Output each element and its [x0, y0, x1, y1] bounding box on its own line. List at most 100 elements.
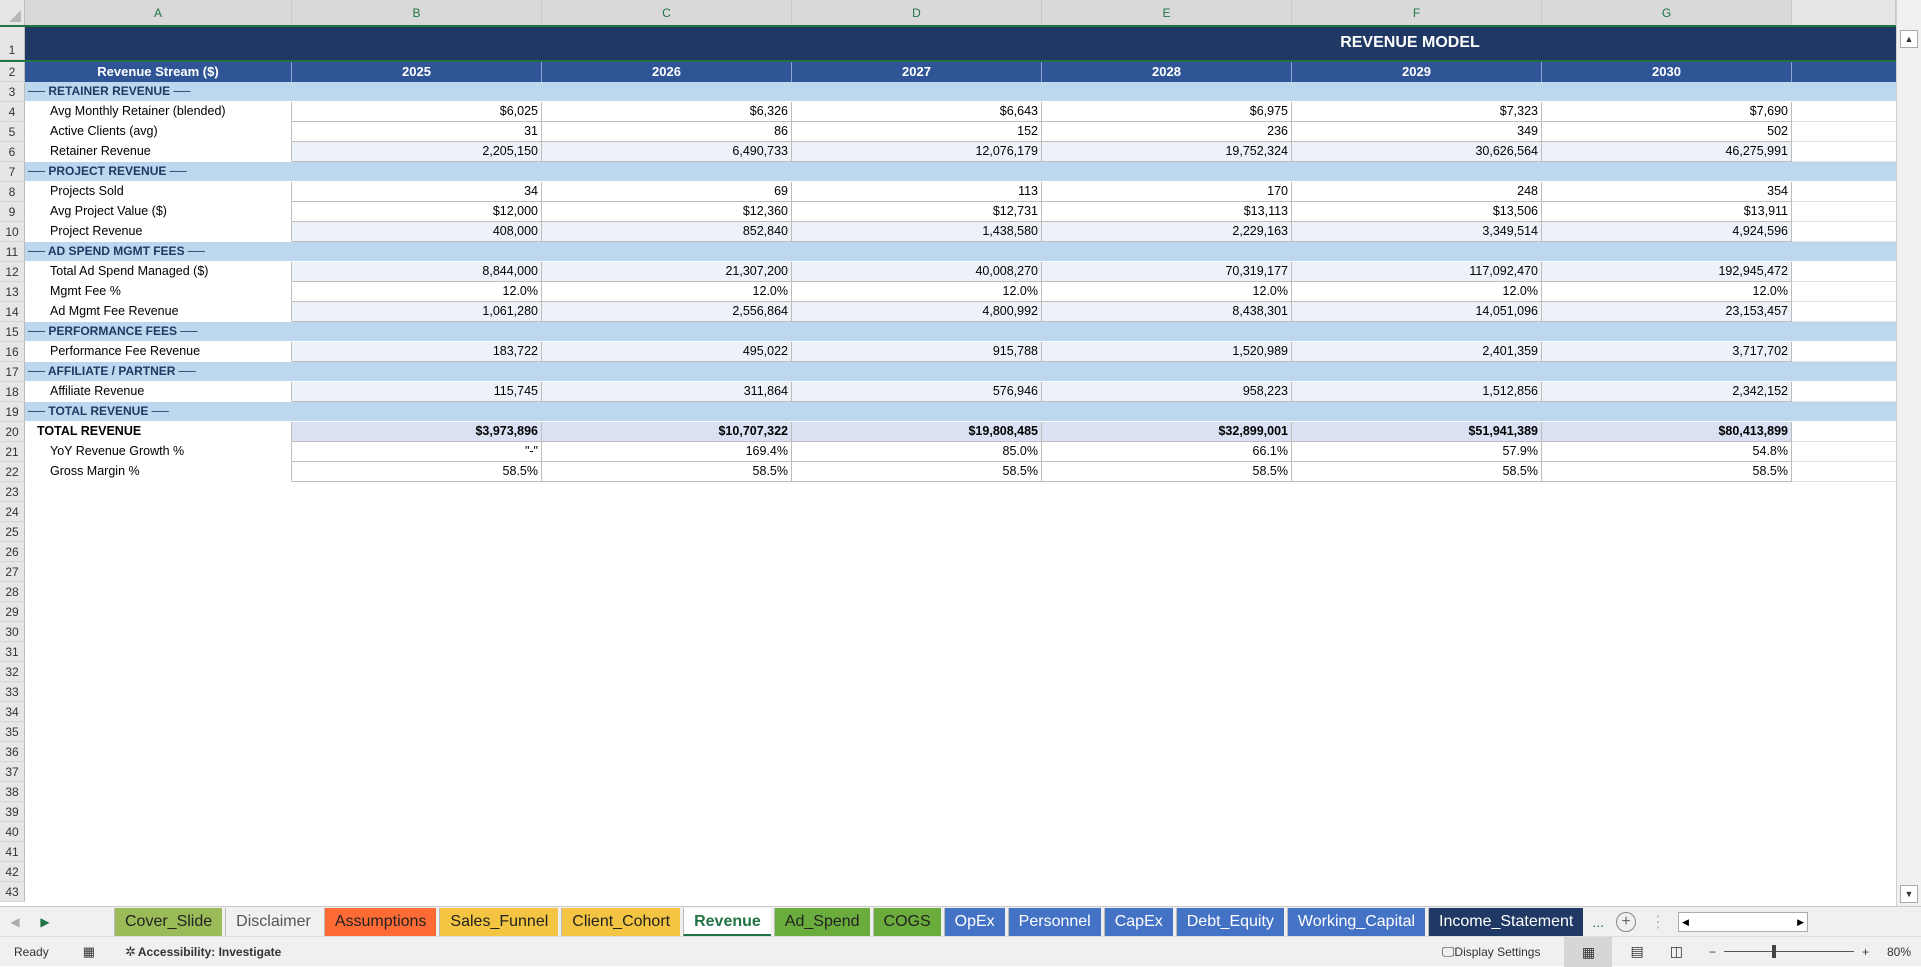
cell[interactable] [1292, 502, 1542, 522]
next-sheet-icon[interactable]: ▶ [40, 914, 50, 929]
cell[interactable] [792, 842, 1042, 862]
cell[interactable] [792, 762, 1042, 782]
cell[interactable] [1792, 542, 1896, 562]
row-header[interactable]: 18 [0, 382, 25, 402]
row-label[interactable]: Ad Mgmt Fee Revenue [25, 302, 292, 322]
column-header-d[interactable]: D [792, 0, 1042, 25]
row-header[interactable]: 2 [0, 62, 25, 82]
cell[interactable] [1792, 402, 1896, 422]
row-header[interactable]: 37 [0, 762, 25, 782]
cell[interactable] [292, 542, 542, 562]
value-cell[interactable]: 170 [1042, 182, 1292, 202]
row-header[interactable]: 25 [0, 522, 25, 542]
cell[interactable] [1042, 822, 1292, 842]
cell[interactable] [1042, 582, 1292, 602]
value-cell[interactable]: 12.0% [1542, 282, 1792, 302]
horizontal-scrollbar[interactable]: ◀ ▶ [1677, 911, 1808, 932]
cell[interactable] [792, 82, 1042, 102]
value-cell[interactable]: $6,025 [292, 102, 542, 122]
value-cell[interactable]: 4,800,992 [792, 302, 1042, 322]
value-cell[interactable]: 12.0% [792, 282, 1042, 302]
value-cell[interactable]: $3,973,896 [292, 422, 542, 442]
cell[interactable] [542, 402, 792, 422]
cell[interactable] [1292, 582, 1542, 602]
title-cell[interactable] [542, 27, 792, 60]
cell[interactable] [1792, 522, 1896, 542]
cell[interactable] [292, 242, 542, 262]
row-header[interactable]: 1 [0, 27, 25, 60]
cell[interactable] [292, 822, 542, 842]
cell[interactable] [1292, 542, 1542, 562]
cell[interactable] [792, 882, 1042, 902]
cell[interactable] [1542, 622, 1792, 642]
page-break-view-icon[interactable]: ◫ [1669, 943, 1683, 959]
title-cell[interactable] [292, 27, 542, 60]
cell[interactable] [542, 242, 792, 262]
cell[interactable] [25, 522, 292, 542]
row-header[interactable]: 28 [0, 582, 25, 602]
cell[interactable] [792, 562, 1042, 582]
row-label[interactable]: Avg Project Value ($) [25, 202, 292, 222]
cell[interactable] [1792, 782, 1896, 802]
cell[interactable] [292, 602, 542, 622]
cell[interactable] [1542, 742, 1792, 762]
value-cell[interactable]: 14,051,096 [1292, 302, 1542, 322]
value-cell[interactable]: $7,690 [1542, 102, 1792, 122]
cell[interactable] [1792, 242, 1896, 262]
cell[interactable] [292, 642, 542, 662]
column-header-a[interactable]: A [25, 0, 292, 25]
row-header[interactable]: 35 [0, 722, 25, 742]
value-cell[interactable]: $6,975 [1042, 102, 1292, 122]
cell[interactable] [1792, 882, 1896, 902]
cell[interactable] [1042, 882, 1292, 902]
sheet-tab-revenue[interactable]: Revenue [683, 907, 771, 936]
sheet-tab-debt-equity[interactable]: Debt_Equity [1175, 907, 1284, 936]
cell[interactable] [792, 622, 1042, 642]
cell[interactable] [542, 502, 792, 522]
cell[interactable] [792, 362, 1042, 382]
value-cell[interactable]: $13,113 [1042, 202, 1292, 222]
row-header[interactable]: 39 [0, 802, 25, 822]
value-cell[interactable]: 21,307,200 [542, 262, 792, 282]
cell[interactable] [1542, 322, 1792, 342]
cell[interactable] [25, 802, 292, 822]
cell[interactable] [25, 882, 292, 902]
value-cell[interactable]: $12,000 [292, 202, 542, 222]
more-sheets-button[interactable]: ... [1592, 913, 1604, 930]
header-year[interactable]: 2025 [292, 62, 542, 82]
cell[interactable] [542, 602, 792, 622]
cell[interactable] [792, 682, 1042, 702]
cell[interactable] [25, 862, 292, 882]
value-cell[interactable]: 152 [792, 122, 1042, 142]
value-cell[interactable]: 86 [542, 122, 792, 142]
cell[interactable] [1542, 822, 1792, 842]
cell[interactable] [1792, 382, 1896, 402]
header-year[interactable] [1792, 62, 1896, 82]
title-cell[interactable] [1542, 27, 1792, 60]
normal-view-icon[interactable]: ▦ [1564, 936, 1613, 967]
cell[interactable] [1792, 742, 1896, 762]
value-cell[interactable]: 576,946 [792, 382, 1042, 402]
cell[interactable] [292, 782, 542, 802]
cell[interactable] [792, 742, 1042, 762]
row-header[interactable]: 5 [0, 122, 25, 142]
cell[interactable] [1042, 242, 1292, 262]
cell[interactable] [25, 582, 292, 602]
cell[interactable] [1042, 562, 1292, 582]
cell[interactable] [292, 562, 542, 582]
row-label[interactable]: Avg Monthly Retainer (blended) [25, 102, 292, 122]
value-cell[interactable]: 852,840 [542, 222, 792, 242]
cell[interactable] [292, 582, 542, 602]
scroll-left-icon[interactable]: ◀ [1681, 916, 1689, 927]
cell[interactable] [792, 782, 1042, 802]
row-header[interactable]: 4 [0, 102, 25, 122]
row-header[interactable]: 12 [0, 262, 25, 282]
value-cell[interactable]: 2,401,359 [1292, 342, 1542, 362]
cell[interactable] [25, 562, 292, 582]
cell[interactable] [25, 602, 292, 622]
sheet-tab-working-capital[interactable]: Working_Capital [1286, 907, 1426, 936]
cell[interactable] [1292, 862, 1542, 882]
cell[interactable] [1542, 862, 1792, 882]
cell[interactable] [1792, 162, 1896, 182]
sheet-tab-personnel[interactable]: Personnel [1007, 907, 1101, 936]
